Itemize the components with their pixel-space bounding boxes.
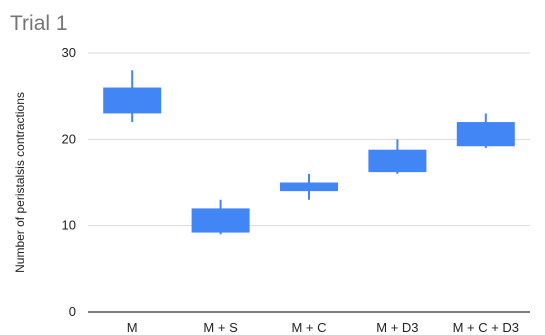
candlestick xyxy=(368,139,427,174)
y-tick-label: 20 xyxy=(62,131,76,146)
candlestick xyxy=(280,173,338,200)
x-tick-label: M + C xyxy=(291,320,326,335)
candle-body xyxy=(456,122,515,147)
candle-body xyxy=(103,87,162,114)
candle-body xyxy=(368,149,427,173)
candle-body xyxy=(191,208,250,233)
x-tick-label: M xyxy=(127,320,138,335)
y-tick-label: 30 xyxy=(62,45,76,60)
y-tick-label: 0 xyxy=(69,304,76,319)
x-tick-label: M + D3 xyxy=(376,320,418,335)
chart-title: Trial 1 xyxy=(10,12,68,35)
candlestick-series xyxy=(103,70,515,235)
y-tick-labels: 0 10 20 30 xyxy=(62,45,76,319)
candlestick xyxy=(103,70,162,123)
y-axis-label: Number of peristalsis contractions xyxy=(13,92,27,273)
candle-body xyxy=(280,182,338,192)
candlestick xyxy=(191,199,250,235)
candlestick xyxy=(456,113,515,148)
x-tick-labels: M M + S M + C M + D3 M + C + D3 xyxy=(127,320,519,335)
x-tick-label: M + C + D3 xyxy=(453,320,519,335)
y-tick-label: 10 xyxy=(62,218,76,233)
gridlines xyxy=(88,52,530,313)
x-tick-label: M + S xyxy=(203,320,238,335)
